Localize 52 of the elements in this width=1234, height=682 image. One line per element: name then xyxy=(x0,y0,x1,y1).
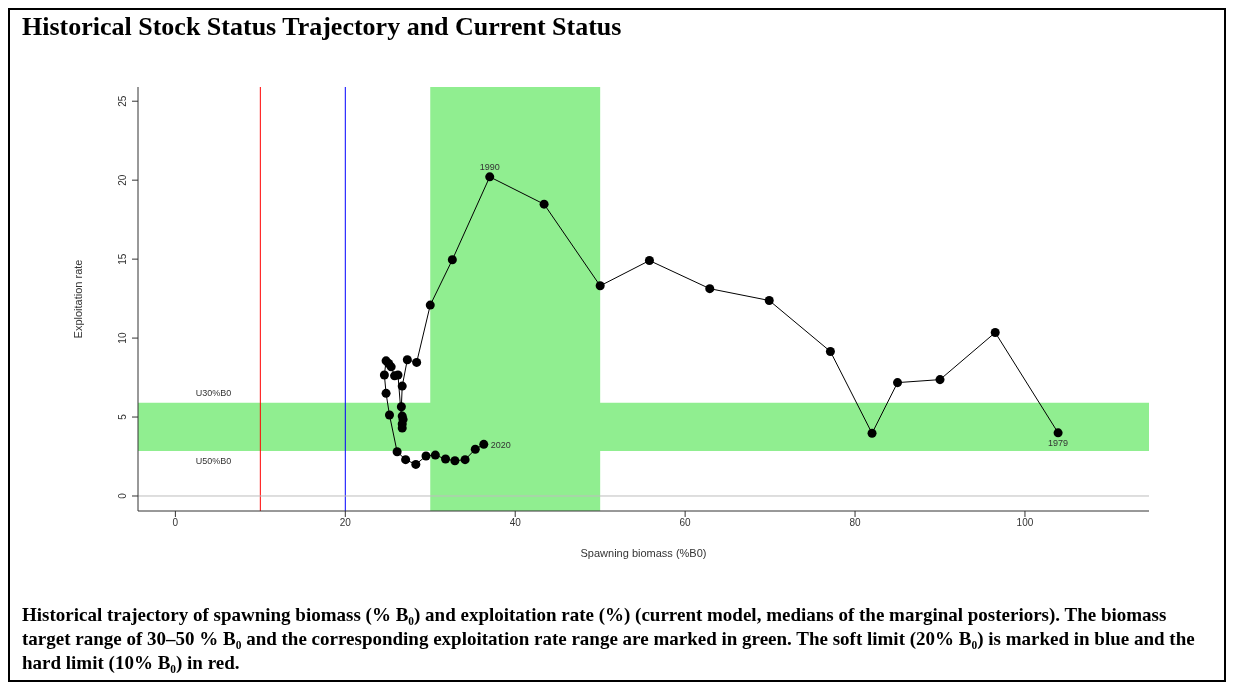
point xyxy=(460,455,470,465)
point xyxy=(384,410,394,420)
y-axis-title: Exploitation rate xyxy=(71,259,84,339)
point xyxy=(411,459,421,469)
annotation: U50%B0 xyxy=(195,456,232,467)
point xyxy=(705,284,715,294)
point xyxy=(485,172,495,182)
point xyxy=(479,439,489,449)
point xyxy=(764,296,774,306)
point xyxy=(990,328,1000,338)
point xyxy=(893,378,903,388)
point xyxy=(421,451,431,461)
point xyxy=(867,428,877,438)
point xyxy=(430,450,440,460)
point xyxy=(595,281,605,291)
annotation: 1990 xyxy=(479,161,500,172)
y-tick-label: 5 xyxy=(117,413,128,420)
point xyxy=(379,370,389,380)
point xyxy=(450,456,460,466)
y-tick-label: 0 xyxy=(117,492,128,499)
y-tick-label: 10 xyxy=(117,332,128,344)
annotation: 1979 xyxy=(1048,438,1069,449)
point xyxy=(470,444,480,454)
point xyxy=(1053,428,1063,438)
x-tick-label: 0 xyxy=(172,517,179,529)
annotation: 2020 xyxy=(490,439,511,450)
point xyxy=(447,255,457,265)
x-tick-label: 80 xyxy=(849,517,862,529)
y-tick-label: 25 xyxy=(117,95,128,107)
point xyxy=(935,375,945,385)
point xyxy=(644,256,654,266)
text: Historical trajectory of spawning biomass (% B₀) and exploitation rate (%) (current model, medians of the marginal posteriors). The biomass target range of 30–50 % B₀ and the corresponding exploitation rate range are marked in green. The soft limit (20% B₀) is marked in blue and the hard limit (10% B₀) in red. xyxy=(22,603,1196,675)
point xyxy=(402,355,412,365)
point xyxy=(392,447,402,457)
x-tick-label: 100 xyxy=(1016,517,1034,529)
point xyxy=(412,357,422,367)
x-tick-label: 60 xyxy=(679,517,692,529)
chart-title: Historical Stock Status Trajectory and Current Status xyxy=(22,12,622,42)
x-axis-title: Spawning biomass (%B0) xyxy=(580,547,707,559)
y-tick-label: 15 xyxy=(117,253,128,265)
point xyxy=(539,199,549,209)
point xyxy=(425,300,435,310)
point xyxy=(825,347,835,357)
point xyxy=(397,381,407,391)
point xyxy=(396,402,406,412)
point xyxy=(381,388,391,398)
y-tick-label: 20 xyxy=(117,174,128,186)
point xyxy=(441,454,451,464)
x-tick-label: 40 xyxy=(509,517,522,529)
point xyxy=(401,455,411,465)
x-tick-label: 20 xyxy=(339,517,352,529)
annotation: U30%B0 xyxy=(195,387,232,398)
